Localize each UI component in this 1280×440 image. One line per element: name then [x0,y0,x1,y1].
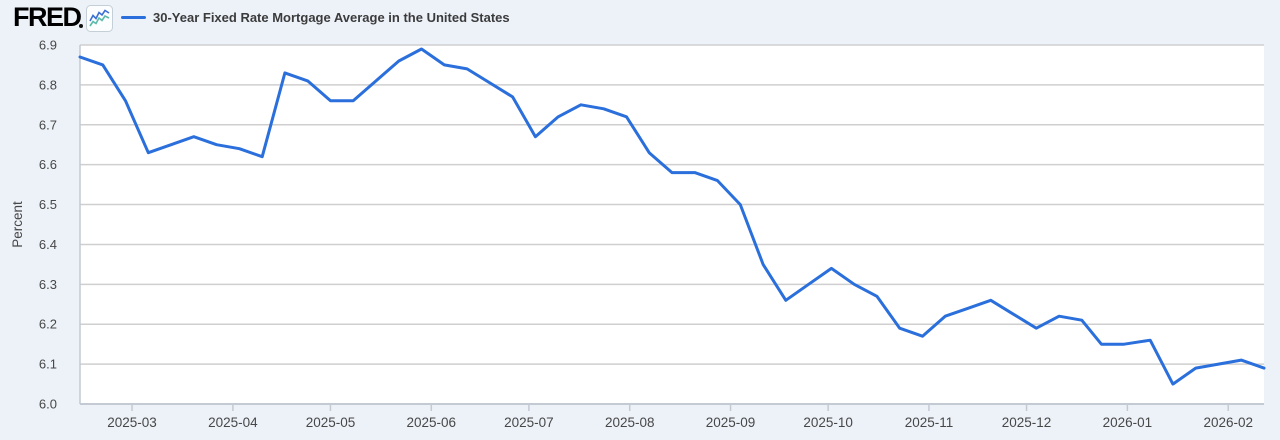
x-axis-tick-label: 2025-08 [605,415,655,430]
x-axis-tick-label: 2025-10 [803,415,853,430]
y-axis-tick-label: 6.0 [39,397,57,412]
y-axis-tick-label: 6.4 [39,237,57,252]
x-axis-tick-label: 2026-01 [1103,415,1153,430]
x-axis-tick-label: 2026-02 [1203,415,1253,430]
y-axis-tick-label: 6.3 [39,277,57,292]
x-axis-tick-label: 2025-12 [1002,415,1052,430]
x-axis-tick-label: 2025-11 [905,415,954,430]
x-axis-tick-label: 2025-06 [407,415,457,430]
registered-mark-icon [79,24,83,28]
chart-header: FRED 30-Year Fixed Rate Mortgage Average… [0,0,1280,36]
x-axis-tick-label: 2025-04 [208,415,258,430]
y-axis-tick-label: 6.9 [39,38,57,53]
x-axis-tick-label: 2025-03 [107,415,157,430]
x-axis-tick-label: 2025-07 [504,415,554,430]
icon-blue-sparkline [89,9,110,22]
y-axis-title: Percent [10,201,25,248]
series-title[interactable]: 30-Year Fixed Rate Mortgage Average in t… [153,10,510,25]
legend-line-swatch [121,16,146,19]
y-axis-tick-label: 6.7 [39,117,57,132]
y-axis-tick-label: 6.6 [39,157,57,172]
icon-teal-sparkline [89,14,110,27]
x-axis-tick-label: 2025-09 [706,415,756,430]
x-axis-tick-label: 2025-05 [306,415,356,430]
plot-area[interactable] [80,45,1264,404]
y-axis-tick-label: 6.5 [39,197,57,212]
data-series-line[interactable] [78,47,1266,386]
fred-logo[interactable]: FRED [13,2,82,32]
fred-sparkline-icon[interactable] [86,5,113,32]
y-axis-tick-label: 6.1 [39,357,57,372]
y-axis-tick-label: 6.2 [39,317,57,332]
y-axis-tick-label: 6.8 [39,77,57,92]
